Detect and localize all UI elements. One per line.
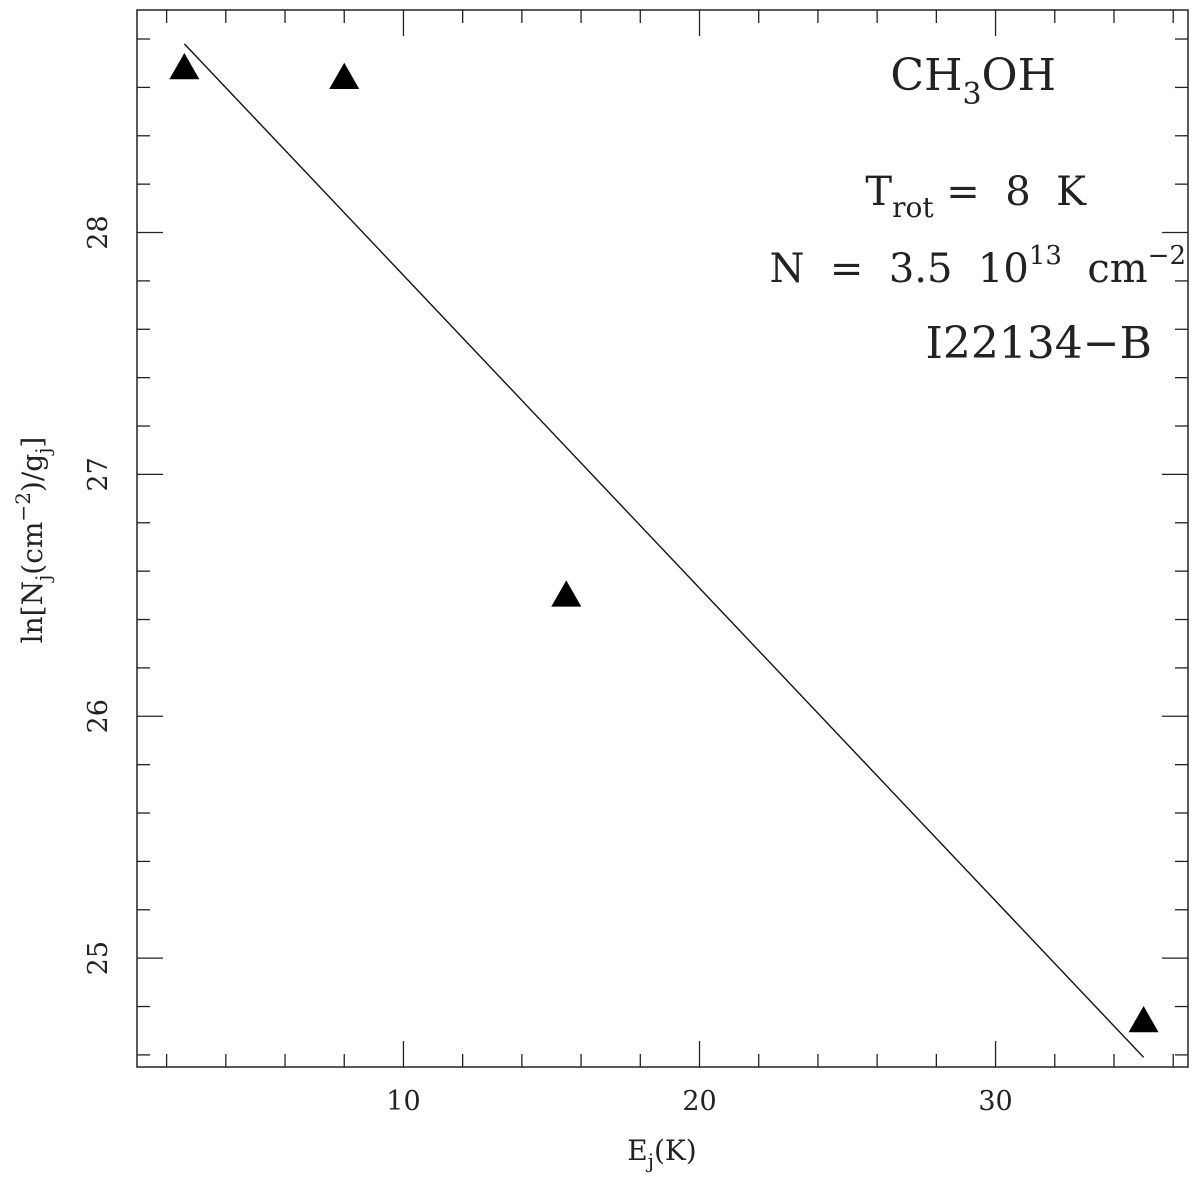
trot-label: Trot = 8 K	[865, 169, 1087, 224]
y-tick-label: 27	[83, 457, 114, 491]
source-label: I22134−B	[925, 318, 1152, 369]
data-point-triangle	[1128, 1006, 1159, 1033]
data-point-triangle	[169, 53, 200, 80]
x-tick-label: 10	[386, 1086, 420, 1117]
plot-frame	[136, 9, 1189, 1068]
y-tick-label: 26	[83, 699, 114, 733]
data-points	[169, 53, 1159, 1033]
data-point-triangle	[551, 580, 582, 607]
x-axis-label: Ej(K)	[627, 1134, 696, 1173]
tick-labels: 10 20 30 25 26 27 28	[83, 215, 1013, 1117]
fit-line-group	[183, 43, 1145, 1058]
y-tick-label: 28	[83, 215, 114, 249]
y-axis-label: ln[Nj(cm−2)/gj]	[11, 437, 55, 644]
x-tick-label: 20	[682, 1086, 716, 1117]
x-tick-label: 30	[978, 1086, 1012, 1117]
fit-line	[183, 43, 1145, 1058]
data-point-triangle	[329, 62, 360, 89]
axis-ticks	[137, 10, 1188, 1067]
y-tick-label: 25	[83, 941, 114, 975]
molecule-label: CH3OH	[890, 50, 1056, 112]
column-density-label: N = 3.5 1013 cm−2	[769, 241, 1186, 292]
